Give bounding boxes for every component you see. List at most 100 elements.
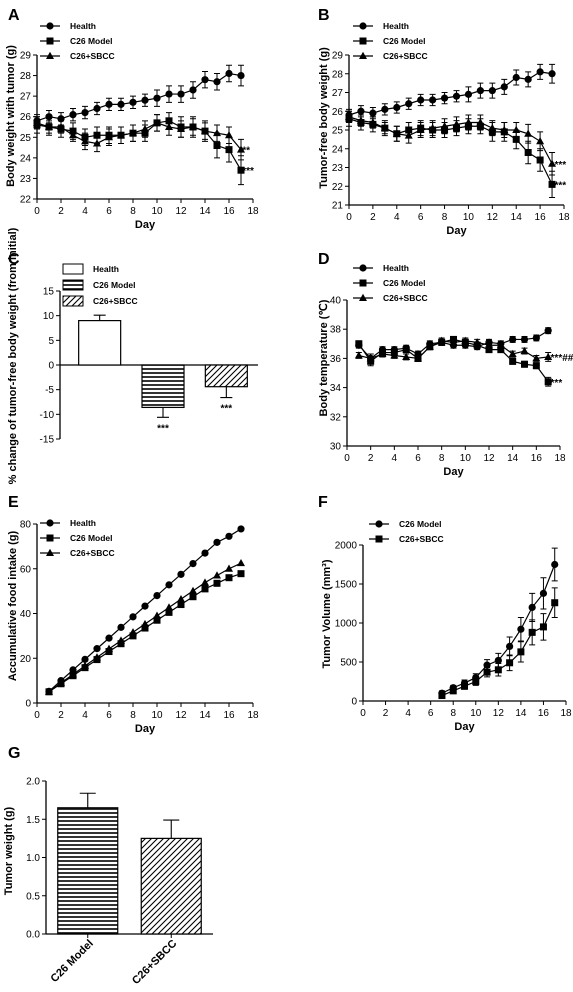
e-data-point	[93, 653, 101, 661]
panel-g: G 0.0 0.5 1.0 1.5 2.0 Tumor weight (g) C26 Mode…	[3, 745, 213, 987]
b-data-point	[548, 70, 556, 78]
e-data-point	[57, 678, 65, 686]
a-data-point	[81, 137, 89, 145]
b-x-axis-label: Day	[446, 225, 467, 237]
g-error-bar	[79, 792, 96, 808]
g-error-bar	[163, 819, 180, 839]
e-data-point	[153, 616, 161, 624]
a-data-point	[141, 96, 149, 104]
a-data-point	[177, 90, 185, 98]
d-data-point	[544, 352, 553, 360]
b-data-point	[524, 129, 533, 137]
e-data-point	[165, 608, 173, 616]
a-data-point	[129, 98, 137, 106]
f-ytick-label: 500	[340, 658, 357, 669]
a-data-point	[33, 118, 41, 126]
e-xtick-label: 16	[223, 710, 235, 721]
a-data-point	[117, 131, 125, 139]
d-xtick-label: 10	[460, 453, 472, 464]
b-series-c26-sbcc	[345, 110, 557, 176]
b-legend-marker	[359, 22, 367, 30]
d-data-point	[544, 378, 552, 386]
d-ytick-label: 36	[330, 354, 342, 365]
a-data-point	[213, 78, 221, 86]
f-xtick-label: 14	[515, 708, 527, 719]
d-ytick-label: 38	[330, 325, 342, 336]
b-data-point	[512, 135, 520, 143]
e-xtick-label: 0	[34, 710, 40, 721]
e-data-point	[129, 628, 137, 636]
f-ytick-label: 1500	[335, 580, 358, 591]
e-series-line	[48, 573, 242, 693]
f-data-point	[461, 682, 468, 690]
f-data-point	[449, 687, 457, 695]
b-data-point	[405, 100, 413, 108]
panel-b-letter: B	[318, 7, 330, 24]
e-data-point	[93, 645, 101, 653]
b-data-point	[369, 109, 377, 117]
d-legend-label: C26+SBCC	[383, 293, 428, 303]
d-xtick-label: 8	[439, 453, 445, 464]
b-data-point	[428, 123, 437, 132]
d-ytick-label: 32	[330, 412, 342, 423]
f-legend-marker	[375, 520, 383, 528]
a-data-point	[177, 124, 185, 133]
b-ytick-label: 25	[332, 126, 344, 137]
e-data-point	[141, 602, 149, 610]
a-xtick-label: 18	[247, 206, 259, 217]
b-data-point	[488, 123, 497, 132]
d-data-point	[449, 338, 458, 346]
b-ytick-label: 23	[332, 163, 344, 174]
d-data-point	[378, 349, 387, 358]
b-data-point	[380, 123, 389, 132]
a-data-point	[69, 111, 77, 119]
d-data-point	[366, 354, 375, 362]
panel-f: F 0 500 1000 1500 2000 0 2 4 6 8 10 12 14 16 18 Day Tumor…	[318, 494, 572, 733]
a-series-line	[36, 72, 242, 122]
e-data-point	[237, 570, 245, 578]
b-data-point	[404, 131, 413, 139]
a-xtick-label: 0	[34, 206, 40, 217]
d-data-point	[509, 357, 517, 365]
c-legend-label: Health	[93, 264, 119, 274]
e-data-point	[117, 640, 125, 648]
b-ytick-label: 28	[332, 69, 344, 80]
e-legend-label: C26+SBCC	[70, 548, 115, 558]
d-xtick-label: 4	[392, 453, 398, 464]
a-data-point	[213, 142, 221, 150]
a-significance-mark: **	[242, 146, 250, 157]
b-data-point	[536, 156, 544, 164]
e-ytick-label: 0	[25, 699, 31, 710]
a-data-point	[153, 118, 161, 126]
b-legend-label: Health	[383, 21, 409, 31]
b-data-point	[512, 125, 521, 133]
d-data-point	[532, 354, 541, 362]
g-ytick-label: 0.5	[26, 891, 40, 902]
b-data-point	[417, 96, 425, 104]
e-legend-label: Health	[70, 518, 96, 528]
b-ytick-label: 21	[332, 201, 344, 212]
c-significance-mark: ***	[157, 423, 169, 434]
f-xtick-label: 10	[470, 708, 482, 719]
a-legend-label: Health	[70, 21, 96, 31]
b-data-point	[464, 90, 473, 98]
d-data-point	[485, 341, 493, 349]
b-xtick-label: 6	[418, 212, 424, 223]
d-data-point	[520, 346, 529, 355]
d-y-axis-label: Body temperature (℃)	[318, 299, 330, 416]
b-data-point	[440, 122, 449, 130]
a-data-point	[81, 109, 89, 117]
e-data-point	[117, 623, 125, 631]
f-data-point	[528, 603, 536, 612]
g-category-label: C26+SBCC	[130, 938, 179, 987]
b-series-line	[348, 71, 553, 116]
a-series-c26-sbcc	[33, 114, 245, 161]
c-error-bar	[220, 386, 233, 399]
b-data-point	[524, 149, 532, 156]
e-ytick-label: 40	[20, 609, 32, 620]
a-ytick-label: 24	[20, 153, 32, 164]
e-data-point	[165, 581, 173, 589]
e-data-point	[69, 666, 77, 674]
panel-c: C -15 -10 -5 0 5 10 15 % change of tumor-free bo…	[7, 227, 258, 484]
a-legend-marker	[46, 22, 54, 30]
